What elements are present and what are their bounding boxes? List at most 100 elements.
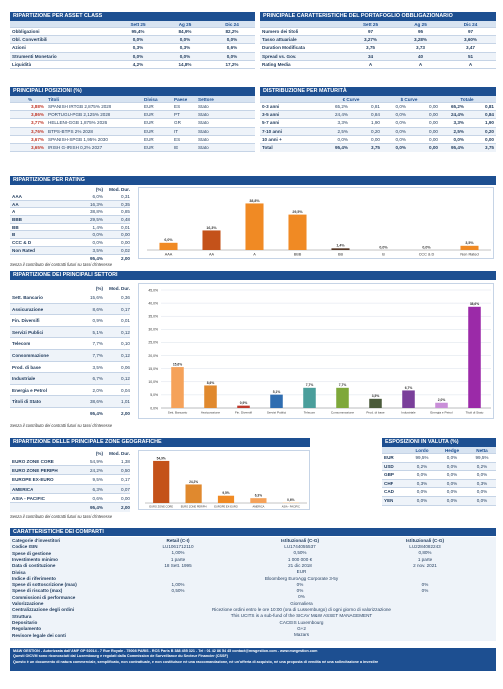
cell: 95,4% xyxy=(450,144,464,150)
cell: 0,00 xyxy=(429,128,438,134)
cell: 38,6% xyxy=(89,399,103,405)
row-label: BBB xyxy=(12,217,22,223)
share-custodian: CACEIS Luxembourg xyxy=(279,619,324,625)
category-label: Assicurazione xyxy=(201,411,221,415)
min-inst-2: 1 parte xyxy=(417,556,433,562)
y-tick-label: 15,0% xyxy=(148,367,158,371)
cell: 0,35 xyxy=(121,201,130,207)
cell: 3,3% xyxy=(337,120,348,126)
cell: 0,0% xyxy=(92,240,103,246)
asset-class-section: RIPARTIZIONE PER ASSET CLASS Sett 25 Ag … xyxy=(10,12,255,69)
cell: 95,4% xyxy=(131,29,145,34)
row-label: B xyxy=(12,232,16,238)
cell: 3,5% xyxy=(92,364,103,370)
data-label: 3,5% xyxy=(465,241,474,245)
cell: A xyxy=(468,61,473,67)
category-label: Energia e Petrol xyxy=(430,411,452,415)
table-row: Obbligazioni 95,4% 84,9% 82,2% xyxy=(10,28,255,37)
bar xyxy=(202,230,221,250)
data-label: 0,0% xyxy=(379,245,388,249)
data-label: 15,6% xyxy=(173,362,182,366)
cell: 0,12 xyxy=(121,376,130,382)
table-row: BBB 29,5% 0,48 xyxy=(10,216,130,224)
cell: 2,5% xyxy=(453,128,464,134)
share-label: Divisa xyxy=(12,569,26,575)
cell: 7,7% xyxy=(92,341,103,347)
cell: 2,5% xyxy=(337,128,348,134)
fee-inst-2: 0,80% xyxy=(418,550,432,556)
cell: 3,65% xyxy=(30,144,44,150)
cell: 0,0% xyxy=(446,455,458,460)
cell: 0,0% xyxy=(446,472,458,478)
footer: M&W GESTION - Autorizzata dall'AMF GP 92… xyxy=(10,648,496,671)
cell: 7,7% xyxy=(92,352,103,358)
bar xyxy=(270,394,283,408)
table-row: Azioni 0,3% 0,3% 0,6% xyxy=(10,44,255,53)
table-row: Telecom 7,7% 0,10 xyxy=(10,338,130,350)
row-label: 5-7 anni xyxy=(262,120,280,126)
data-label: 2,0% xyxy=(438,398,446,402)
share-label: Centralizzazione degli ordini xyxy=(12,607,75,613)
cell: HELLENI-GGB 1,875% 2026 xyxy=(48,120,108,126)
subfee-retail: 1,00% xyxy=(171,581,185,587)
table-row: CAD 0,0% 0,0% 0,0% xyxy=(382,488,496,497)
maturity-title: DISTRIBUZIONE PER MATURITÀ xyxy=(260,87,496,96)
cell: Stato xyxy=(198,136,209,142)
cell: 95,4% xyxy=(89,410,103,416)
share-label: Commissioni di performance xyxy=(12,594,76,600)
cell: 95 xyxy=(417,29,424,34)
data-label: 3,5% xyxy=(372,394,380,398)
cell: GR xyxy=(174,120,181,126)
sectors-header: (%) Mod. Dur. xyxy=(10,285,130,292)
cell: 0,17 xyxy=(121,477,130,483)
cell: 2,0% xyxy=(92,387,103,393)
isin-inst-1: LU1744055537 xyxy=(284,544,316,549)
cell: 9,5% xyxy=(92,477,103,483)
row-label: Azioni xyxy=(12,45,26,51)
footer-line-2: Questi OICVM sono riconosciuti dal Luxem… xyxy=(10,654,496,660)
cell: 5,1% xyxy=(92,329,103,335)
cell: 8,6% xyxy=(92,306,103,312)
portfolio-chars-header: Sett 25 Ag 25 Dic 24 xyxy=(260,21,496,28)
table-row: AAA 6,0% 0,31 xyxy=(10,193,130,201)
bar xyxy=(288,214,307,250)
footer-line-3: Questo è un documento di natura commerci… xyxy=(10,659,496,666)
cell: 3,28% xyxy=(413,37,428,43)
cell: 0,00 xyxy=(121,240,130,246)
geo-title: RIPARTIZIONE DELLE PRINCIPALE ZONE GEOGR… xyxy=(10,438,310,447)
cell: 0,00 xyxy=(429,120,438,126)
row-label: Total xyxy=(262,144,273,150)
category-label: EUROPE EX-EURO xyxy=(214,505,238,509)
cell: EUR xyxy=(144,120,154,126)
row-label: CAD xyxy=(384,489,394,495)
cell: 0,0% xyxy=(337,136,348,142)
table-row: CCC & D 0,0% 0,00 xyxy=(10,239,130,247)
table-row: 95,4% 2,00 xyxy=(10,255,130,263)
y-tick-label: 40,0% xyxy=(148,301,158,305)
cell: 0,2% xyxy=(416,463,428,469)
portfolio-chars-title: PRINCIPALE CARATTERISTICHE DEL PORTAFOGL… xyxy=(260,12,496,21)
table-row: 95,4% 2,00 xyxy=(10,408,130,420)
cell: 0,6% xyxy=(226,45,238,51)
bar xyxy=(460,245,479,250)
cell: 3,76% xyxy=(30,128,44,134)
cell: A xyxy=(368,61,373,67)
geo-note: Senza il contributo dei contratti futuri… xyxy=(10,514,113,519)
col-header: Divisa xyxy=(144,97,158,102)
category-label: Industriale xyxy=(401,411,416,415)
cell: 1,4% xyxy=(92,224,103,230)
cell: 0,0% xyxy=(226,37,238,43)
row-label: CCC & D xyxy=(12,240,32,246)
table-row: 3-5 anni 24,4% 0,84 0,0% 0,00 24,4% 0,84 xyxy=(260,111,496,120)
y-tick-label: 10,0% xyxy=(148,380,158,384)
cell: 0,10 xyxy=(121,341,130,347)
row-label: Duration Modificata xyxy=(262,45,305,51)
col-header: Sett 25 xyxy=(130,22,146,27)
table-row: 0-3 anni 65,2% 0,81 0,0% 0,00 65,2% 0,81 xyxy=(260,103,496,112)
cell: 99,5% xyxy=(415,455,429,460)
cell: SPANISH IRTGB 2,875% 2029 xyxy=(48,104,112,109)
rating-title: RIPARTIZIONE PER RATING xyxy=(10,176,496,185)
sectors-title: RIPARTIZIONE DEI PRINCIPALI SETTORI xyxy=(10,271,496,280)
cell: 0,20 xyxy=(485,128,494,134)
cell: Stato xyxy=(198,120,209,126)
